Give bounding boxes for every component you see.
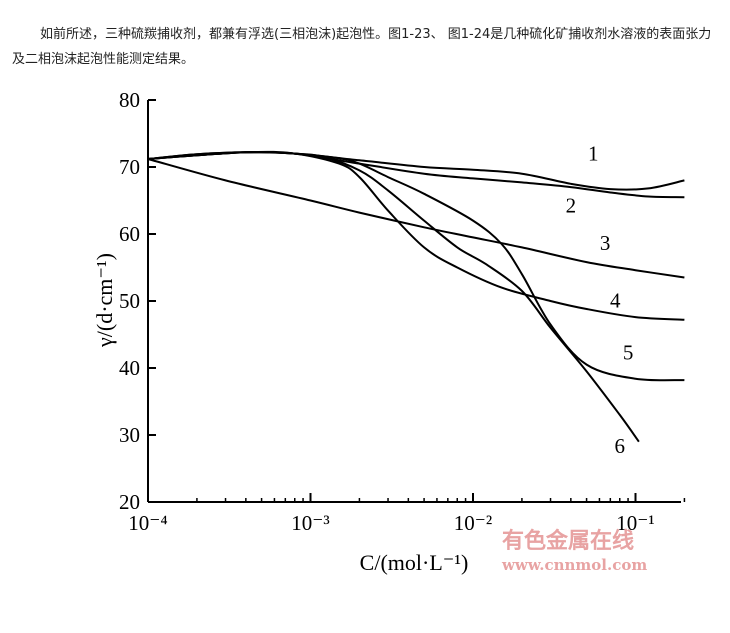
- watermark-title: 有色金属在线: [502, 528, 634, 554]
- curve-1: [147, 151, 685, 191]
- curve-3: [147, 158, 685, 279]
- x-axis-title: C/(mol·L⁻¹): [360, 550, 469, 575]
- intro-paragraph: 如前所述，三种硫羰捕收剂，都兼有浮选(三相泡沫)起泡性。图1-23、 图1-24…: [12, 27, 712, 67]
- y-tick-label: 20: [119, 490, 140, 514]
- curve-6: [147, 151, 640, 443]
- y-axis-title: γ/(d·cm⁻¹): [92, 253, 117, 348]
- curve-label-4: 4: [610, 289, 621, 313]
- y-tick-label: 70: [119, 155, 140, 179]
- y-tick-label: 30: [119, 423, 140, 447]
- curve-label-1: 1: [588, 141, 599, 165]
- x-tick-label: 10⁻⁴: [128, 511, 167, 535]
- curve-label-2: 2: [566, 194, 577, 218]
- y-tick-label: 80: [119, 88, 140, 112]
- watermark-url: www.cnnmol.com: [501, 556, 647, 574]
- curve-label-3: 3: [600, 231, 611, 255]
- x-tick-label: 10⁻²: [454, 511, 492, 535]
- y-tick-label: 60: [119, 222, 140, 246]
- y-tick-label: 40: [119, 356, 140, 380]
- y-tick-label: 50: [119, 289, 140, 313]
- curve-label-6: 6: [615, 434, 626, 458]
- x-tick-label: 10⁻³: [291, 511, 329, 535]
- curve-label-5: 5: [623, 340, 634, 364]
- x-tick-label: 10⁻¹: [616, 511, 654, 535]
